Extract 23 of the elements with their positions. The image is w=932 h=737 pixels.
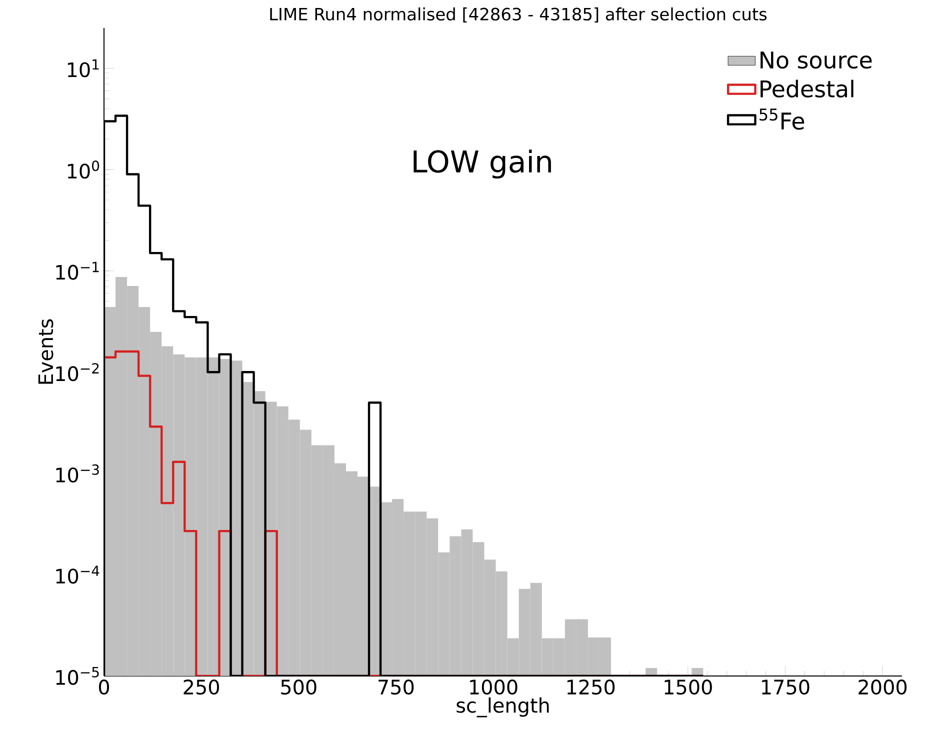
x-tick-label: 1750 [762, 680, 810, 695]
y-tick-label: 10$^{−1}$ [56, 262, 99, 280]
chart-title: LIME Run4 normalised [42863 - 43185] after selection cuts [270, 7, 767, 23]
x-tick-label: 1500 [664, 680, 712, 695]
legend-label: No source [760, 52, 872, 69]
y-tick-label: 10$^{0}$ [68, 160, 100, 179]
x-tick-label: 250 [184, 680, 220, 695]
legend-label: $^{55}$Fe [760, 108, 804, 130]
x-tick-label: 1250 [567, 680, 615, 695]
x-tick-label: 1000 [470, 680, 518, 695]
y-tick-label: 10$^{−4}$ [56, 566, 100, 584]
y-tick-label: 10$^{−5}$ [56, 667, 99, 685]
y-tick-label: 10$^{−3}$ [56, 464, 99, 483]
x-tick-label: 500 [281, 680, 316, 695]
y-tick-label: 10$^{−2}$ [56, 363, 99, 382]
x-tick-label: 2000 [858, 680, 907, 695]
x-tick-label: 750 [378, 680, 414, 695]
legend-label: Pedestal [760, 80, 854, 98]
annotation: LOW gain [414, 150, 551, 179]
y-axis-title: Events [38, 319, 54, 384]
y-tick-label: 10$^{1}$ [68, 59, 99, 78]
x-tick-label: 0 [98, 680, 110, 695]
x-axis-title: sc_length [456, 697, 549, 718]
